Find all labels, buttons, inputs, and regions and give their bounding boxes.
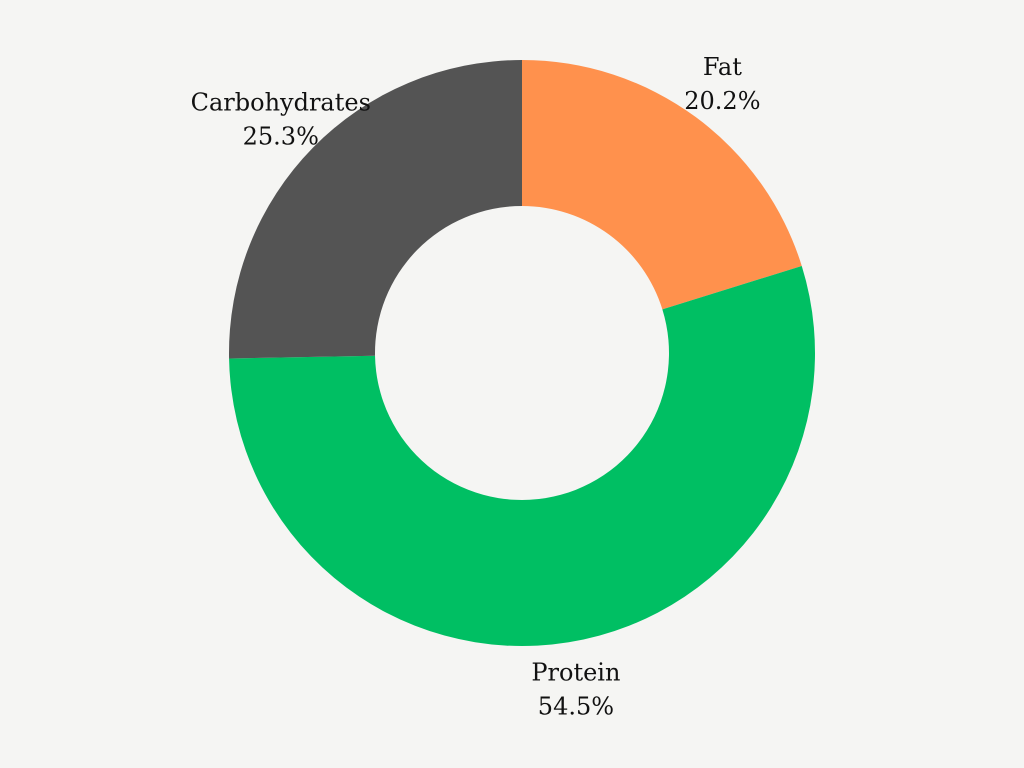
- slice-protein: [229, 265, 815, 647]
- slice-value-carbohydrates: 25.3%: [243, 122, 319, 150]
- slice-label-carbohydrates: Carbohydrates: [191, 88, 371, 116]
- slice-value-fat: 20.2%: [684, 87, 760, 115]
- slice-label-fat: Fat: [703, 53, 742, 81]
- slice-fat: [522, 60, 802, 310]
- slice-carbohydrates: [228, 60, 522, 359]
- slice-label-protein: Protein: [531, 659, 620, 687]
- slice-value-protein: 54.5%: [538, 693, 614, 721]
